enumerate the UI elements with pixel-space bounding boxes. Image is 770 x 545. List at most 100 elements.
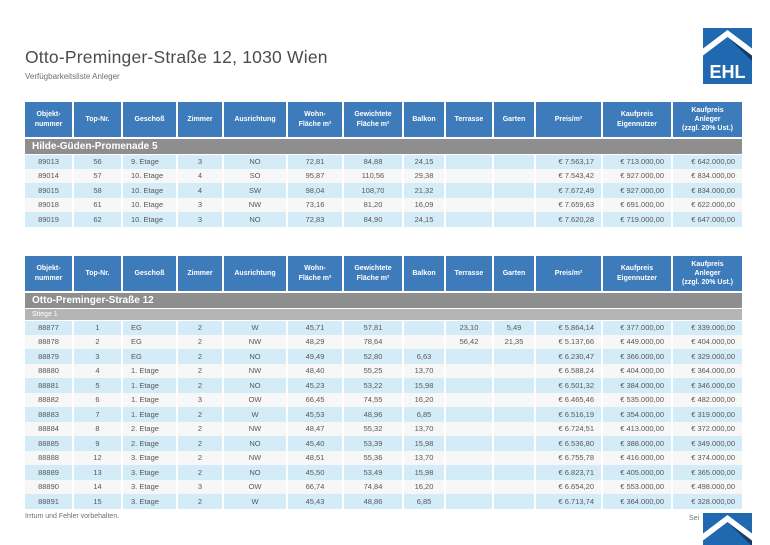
- table-cell: 10. Etage: [121, 212, 177, 227]
- table-cell: 10. Etage: [121, 183, 177, 198]
- table-cell: 88881: [25, 378, 73, 393]
- table-cell: [492, 154, 535, 169]
- column-header-kaufpreis-anleger: Kaufpreis Anleger (zzgl. 20% Ust.): [671, 256, 742, 293]
- table-cell: [492, 494, 535, 509]
- table-cell: 15,98: [402, 436, 445, 451]
- table-cell: 13,70: [402, 450, 445, 465]
- svg-text:EHL: EHL: [710, 62, 746, 82]
- table-cell: [492, 363, 535, 378]
- table-cell: 48,51: [286, 450, 343, 465]
- table-cell: 15: [72, 494, 122, 509]
- column-header-wohnflaeche: Wohn- Fläche m²: [286, 256, 343, 293]
- table-cell: NW: [222, 450, 287, 465]
- table-cell: € 405.000,00: [601, 465, 672, 480]
- table-cell: [444, 168, 493, 183]
- table-cell: 48,40: [286, 363, 343, 378]
- column-header-preis-m2: Preis/m²: [534, 256, 602, 293]
- page-subtitle: Verfügbarkeitsliste Anleger: [25, 72, 120, 81]
- table-cell: NW: [222, 363, 287, 378]
- table-cell: 84,88: [342, 154, 403, 169]
- table-cell: W: [222, 494, 287, 509]
- table-cell: SO: [222, 168, 287, 183]
- column-header-preis-m2: Preis/m²: [534, 102, 602, 139]
- table-cell: 57,81: [342, 320, 403, 335]
- column-header-kaufpreis-anleger: Kaufpreis Anleger (zzgl. 20% Ust.): [671, 102, 742, 139]
- table-cell: 45,23: [286, 378, 343, 393]
- table-cell: € 449.000,00: [601, 334, 672, 349]
- table-cell: NO: [222, 212, 287, 227]
- table-cell: € 416.000,00: [601, 450, 672, 465]
- table-cell: 73,16: [286, 197, 343, 212]
- column-header-kaufpreis-eigennutzer: Kaufpreis Eigennutzer: [601, 102, 672, 139]
- table-cell: 6,63: [402, 349, 445, 364]
- table-cell: 45,40: [286, 436, 343, 451]
- table-row: 88889 13 3. Etage 2 NO 45,50 53,49 15,98 € 6.823…: [25, 465, 742, 480]
- table-cell: 45,53: [286, 407, 343, 422]
- table-cell: € 6.713,74: [534, 494, 602, 509]
- table-cell: € 482.000,00: [671, 392, 742, 407]
- table-cell: 48,86: [342, 494, 403, 509]
- table-row: 88882 6 1. Etage 3 OW 66,45 74,55 16,20 € 6.465,…: [25, 392, 742, 407]
- table-cell: 6,85: [402, 494, 445, 509]
- table-cell: 3. Etage: [121, 465, 177, 480]
- table-cell: 16,20: [402, 392, 445, 407]
- table-cell: EG: [121, 349, 177, 364]
- table-cell: 4: [72, 363, 122, 378]
- column-header-balkon: Balkon: [402, 256, 445, 293]
- table-cell: 2: [176, 334, 223, 349]
- table-cell: 89018: [25, 197, 73, 212]
- column-header-terrasse: Terrasse: [444, 102, 493, 139]
- table-cell: € 6.501,32: [534, 378, 602, 393]
- table-cell: 95,87: [286, 168, 343, 183]
- table-cell: 110,56: [342, 168, 403, 183]
- table-cell: 52,80: [342, 349, 403, 364]
- table-cell: € 553.000,00: [601, 479, 672, 494]
- table-cell: 81,20: [342, 197, 403, 212]
- table-cell: 8: [72, 421, 122, 436]
- table-cell: € 349.000,00: [671, 436, 742, 451]
- table-cell: € 927.000,00: [601, 183, 672, 198]
- table-cell: OW: [222, 479, 287, 494]
- table-cell: [444, 392, 493, 407]
- table-cell: 45,43: [286, 494, 343, 509]
- table-cell: [444, 212, 493, 227]
- table-cell: € 388.000,00: [601, 436, 672, 451]
- column-header-wohnflaeche: Wohn- Fläche m²: [286, 102, 343, 139]
- table-cell: 1. Etage: [121, 392, 177, 407]
- table-cell: € 6.230,47: [534, 349, 602, 364]
- column-header-objektnummer: Objekt-nummer: [25, 102, 73, 139]
- table-cell: € 691.000,00: [601, 197, 672, 212]
- table-cell: [444, 154, 493, 169]
- table-cell: € 7.543,42: [534, 168, 602, 183]
- table-cell: 7: [72, 407, 122, 422]
- table-cell: 45,50: [286, 465, 343, 480]
- table-row: 88884 8 2. Etage 2 NW 48,47 55,32 13,70 € 6.724,…: [25, 421, 742, 436]
- table-cell: 3: [72, 349, 122, 364]
- table-row: 88879 3 EG 2 NO 49,49 52,80 6,63 € 6.230,47 € 366…: [25, 349, 742, 364]
- table-cell: 5: [72, 378, 122, 393]
- column-header-row: Objekt-nummer Top-Nr. Geschoß Zimmer Ausrich…: [25, 102, 742, 139]
- table-cell: 3: [176, 392, 223, 407]
- table-cell: 13,70: [402, 363, 445, 378]
- table-cell: 55,25: [342, 363, 403, 378]
- table-cell: 4: [176, 168, 223, 183]
- table-cell: [444, 197, 493, 212]
- table-cell: 10. Etage: [121, 197, 177, 212]
- table-cell: [444, 436, 493, 451]
- table-cell: 23,10: [444, 320, 493, 335]
- table-cell: 84,90: [342, 212, 403, 227]
- table-cell: 2: [176, 378, 223, 393]
- table-cell: [492, 392, 535, 407]
- table-cell: 3: [176, 197, 223, 212]
- table-row: 89014 57 10. Etage 4 SO 95,87 110,56 29,38 € 7.5…: [25, 168, 742, 183]
- table-cell: € 339.000,00: [671, 320, 742, 335]
- table-cell: NO: [222, 154, 287, 169]
- column-header-ausrichtung: Ausrichtung: [222, 102, 287, 139]
- table-cell: € 6.536,80: [534, 436, 602, 451]
- table-cell: 6: [72, 392, 122, 407]
- table-cell: 88888: [25, 450, 73, 465]
- table-cell: 14: [72, 479, 122, 494]
- table-cell: [492, 436, 535, 451]
- table-cell: € 719.000,00: [601, 212, 672, 227]
- table-cell: EG: [121, 320, 177, 335]
